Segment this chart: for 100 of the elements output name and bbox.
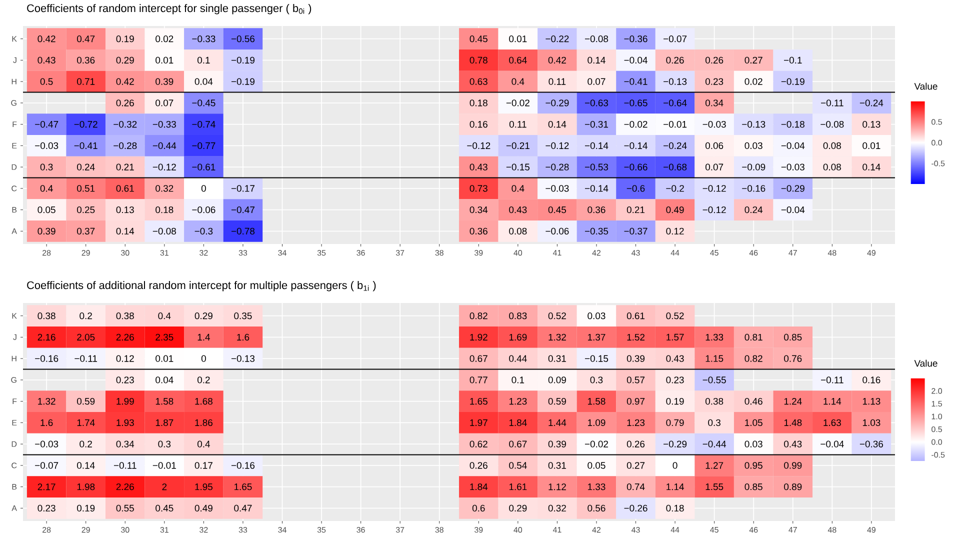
data-label: −0.44 — [702, 440, 726, 448]
data-label: 0.57 — [626, 376, 645, 384]
data-label: 0.38 — [116, 312, 134, 320]
data-label: 0.5 — [40, 78, 53, 85]
data-label: 0.97 — [626, 398, 645, 405]
data-label: 0.42 — [548, 56, 566, 64]
data-label: 0.43 — [509, 206, 527, 214]
data-label: 0.49 — [194, 504, 212, 512]
data-label: −0.36 — [860, 440, 883, 448]
data-label: −0.66 — [624, 164, 648, 170]
data-label: 0.31 — [548, 355, 566, 362]
data-label: 0.08 — [509, 228, 527, 235]
data-label: 0.61 — [116, 185, 134, 192]
data-label: 0.79 — [666, 419, 684, 426]
data-label: −0.36 — [624, 35, 648, 42]
data-label: 0.36 — [77, 56, 95, 64]
data-label: 0.23 — [705, 78, 724, 85]
data-label: 0.52 — [548, 312, 566, 320]
data-label: −0.35 — [584, 228, 608, 235]
data-label: 0.32 — [548, 504, 566, 512]
chart-title: Coefficients of random intercept for single passenger ( b$_{0i}$ ) — [27, 4, 312, 14]
data-label: 0.99 — [784, 462, 802, 469]
data-label: 0.23 — [666, 376, 684, 384]
data-label: −0.55 — [702, 376, 726, 384]
data-label: 1.23 — [627, 419, 645, 426]
data-label: −0.45 — [192, 100, 216, 106]
data-label: 0.43 — [38, 56, 56, 64]
data-label: 0.26 — [626, 440, 645, 448]
data-label: 1.24 — [784, 398, 802, 405]
data-label: −0.29 — [781, 185, 804, 192]
data-label: −0.13 — [664, 78, 687, 85]
data-label: 0.2 — [197, 376, 210, 384]
data-label: 0.4 — [40, 185, 53, 192]
data-label: 0.26 — [116, 100, 134, 106]
data-label: −0.15 — [506, 164, 530, 170]
data-label: 0.45 — [548, 206, 566, 214]
data-label: −0.56 — [231, 35, 255, 42]
data-label: 0.29 — [194, 312, 212, 320]
data-label: −0.64 — [664, 100, 687, 106]
data-label: 0.85 — [744, 483, 762, 490]
data-label: 0.01 — [862, 142, 880, 150]
data-label: 0.34 — [705, 100, 724, 106]
data-label: 0.2 — [80, 312, 92, 320]
data-label: −0.68 — [664, 164, 687, 170]
data-label: 0.21 — [116, 164, 134, 170]
data-label: 1.63 — [824, 419, 841, 426]
data-label: −0.28 — [114, 142, 137, 150]
data-label: −0.6 — [626, 185, 645, 192]
data-label: 0 — [201, 185, 206, 192]
data-label: 0.38 — [38, 312, 56, 320]
data-label: 0.46 — [744, 398, 762, 405]
data-label: 1.92 — [470, 334, 488, 341]
data-label: 0.25 — [77, 206, 95, 214]
data-label: 1.37 — [588, 334, 606, 341]
data-label: 0.07 — [588, 78, 606, 85]
data-label: 0.74 — [626, 483, 645, 490]
data-label: −0.28 — [546, 164, 569, 170]
data-label: 0.09 — [548, 376, 566, 384]
data-label: 1.48 — [784, 419, 802, 426]
data-label: −0.11 — [74, 355, 98, 362]
data-label: 0.77 — [470, 376, 488, 384]
chart-title: Coefficients of additional random intercept for multiple passengers ( b$_{1i}$ ) — [27, 281, 376, 292]
data-label: −0.12 — [546, 142, 569, 150]
data-label: 1.12 — [548, 484, 566, 490]
data-label: 0.1 — [197, 56, 210, 64]
data-label: 0.36 — [588, 206, 606, 214]
data-label: −0.16 — [231, 462, 255, 469]
data-label: 0.52 — [666, 312, 684, 320]
data-label: −0.08 — [584, 35, 608, 42]
data-label: 1.14 — [824, 398, 842, 405]
data-label: 0.38 — [705, 398, 724, 405]
data-label: 0.6 — [472, 504, 485, 512]
data-label: 1.95 — [195, 483, 213, 490]
data-label: 0.4 — [158, 312, 171, 320]
data-label: −0.53 — [584, 164, 608, 170]
data-label: 0.26 — [705, 56, 724, 64]
data-label: −0.06 — [192, 206, 216, 214]
data-label: 1.65 — [234, 483, 252, 490]
data-label: 0.43 — [470, 164, 488, 170]
data-label: −0.29 — [546, 100, 569, 106]
data-label: 0.62 — [470, 440, 488, 448]
data-label: −0.44 — [152, 142, 176, 150]
data-label: −0.03 — [781, 164, 804, 170]
data-label: 0.4 — [197, 440, 210, 448]
data-label: 0.04 — [156, 376, 174, 384]
data-label: −0.03 — [35, 440, 58, 448]
data-label: 1.97 — [470, 419, 488, 426]
data-label: −0.12 — [702, 206, 726, 214]
data-label: 0.78 — [470, 56, 488, 64]
data-label: 0.54 — [509, 462, 527, 469]
data-label: 1.58 — [156, 398, 174, 405]
data-label: −0.78 — [231, 228, 255, 235]
data-label: 0.85 — [784, 334, 802, 341]
data-label: 0.27 — [626, 462, 645, 469]
data-label: 0.67 — [470, 355, 488, 362]
data-label: 0.05 — [38, 206, 56, 214]
data-label: 1.05 — [745, 419, 762, 426]
data-label: 0.56 — [588, 504, 606, 512]
data-label: −0.04 — [624, 56, 648, 64]
data-label: −0.72 — [74, 120, 98, 128]
